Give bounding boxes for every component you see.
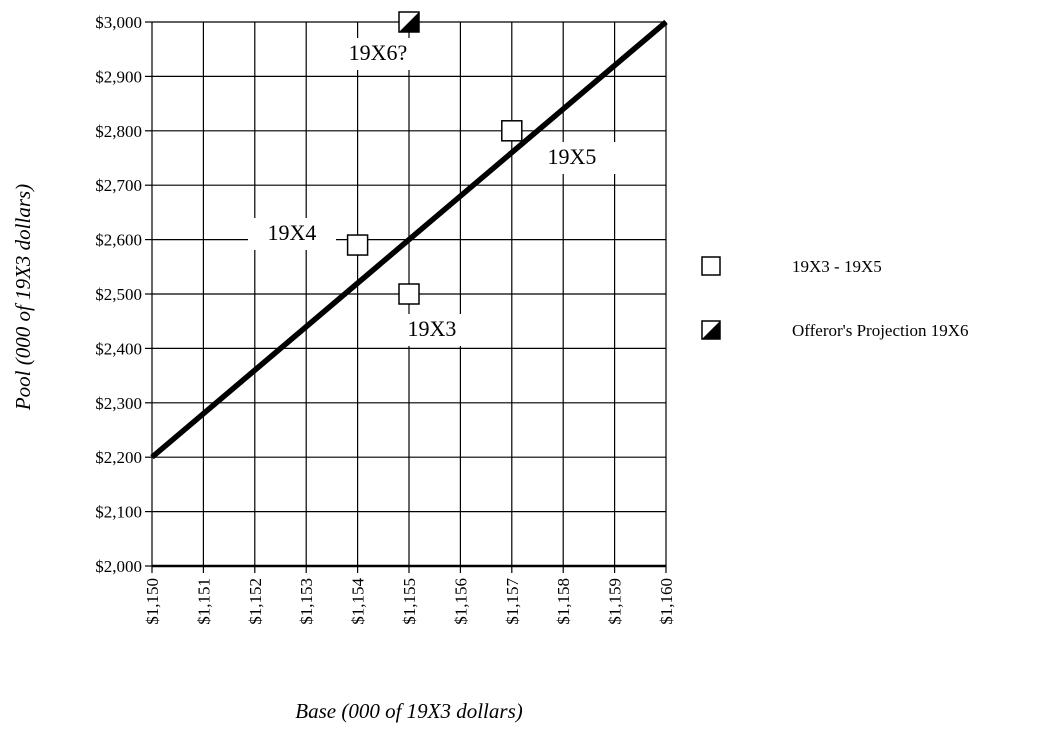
legend: 19X3 - 19X5 Offeror's Projection 19X6: [701, 256, 969, 340]
y-axis-title: Pool (000 of 19X3 dollars): [11, 184, 35, 411]
data-point-marker: [501, 120, 523, 142]
x-tick-label: $1,156: [451, 578, 470, 625]
data-point-marker: [398, 283, 420, 305]
y-tick-label: $2,300: [95, 394, 142, 413]
trend-line: [150, 19, 668, 460]
grid: [145, 21, 667, 573]
point-label: 19X5: [548, 144, 597, 169]
legend-marker: [701, 256, 721, 276]
x-tick-label: $1,154: [349, 578, 368, 625]
x-tick-label: $1,150: [143, 578, 162, 625]
marker-box: [701, 256, 721, 276]
point-label: 19X4: [268, 220, 317, 245]
legend-label: Offeror's Projection 19X6: [792, 321, 969, 340]
y-tick-label: $2,400: [95, 339, 142, 358]
x-tick-label: $1,157: [503, 578, 522, 625]
marker-fill: [702, 321, 720, 339]
x-tick-label: $1,153: [297, 578, 316, 625]
y-tick-label: $2,900: [95, 67, 142, 86]
marker-box: [346, 234, 369, 256]
trend-line-layer: [150, 19, 668, 460]
y-tick-label: $2,000: [95, 557, 142, 576]
x-tick-label: $1,155: [400, 578, 419, 625]
data-point-marker: [398, 11, 420, 33]
legend-marker: [701, 320, 721, 340]
y-tick-label: $2,700: [95, 176, 142, 195]
x-tick-label: $1,158: [554, 578, 573, 625]
x-tick-label: $1,160: [657, 578, 676, 625]
point-label-background: [388, 314, 476, 346]
x-tick-label: $1,159: [606, 578, 625, 625]
point-label-background: [330, 38, 426, 70]
point-label-background: [248, 218, 336, 250]
data-markers: [346, 11, 523, 305]
legend-label: 19X3 - 19X5: [792, 257, 882, 276]
data-point-marker: [346, 234, 369, 256]
marker-fill: [399, 12, 419, 32]
point-label-background: [528, 142, 616, 174]
y-tick-label: $2,200: [95, 448, 142, 467]
y-tick-label: $2,800: [95, 122, 142, 141]
y-tick-label: $2,600: [95, 231, 142, 250]
tick-labels: $1,150 $1,151 $1,152 $1,153 $1,154 $1,155 $1,1…: [95, 13, 676, 625]
marker-box: [501, 120, 523, 142]
y-tick-label: $2,100: [95, 503, 142, 522]
point-label: 19X6?: [349, 40, 408, 65]
marker-box: [398, 283, 420, 305]
y-tick-label: $3,000: [95, 13, 142, 32]
point-labels: 19X3 19X4 19X5 19X6?: [248, 38, 616, 346]
x-axis-title: Base (000 of 19X3 dollars): [295, 699, 522, 723]
point-label: 19X3: [408, 316, 457, 341]
x-tick-label: $1,152: [246, 578, 265, 625]
x-tick-label: $1,151: [194, 578, 213, 625]
y-tick-label: $2,500: [95, 285, 142, 304]
